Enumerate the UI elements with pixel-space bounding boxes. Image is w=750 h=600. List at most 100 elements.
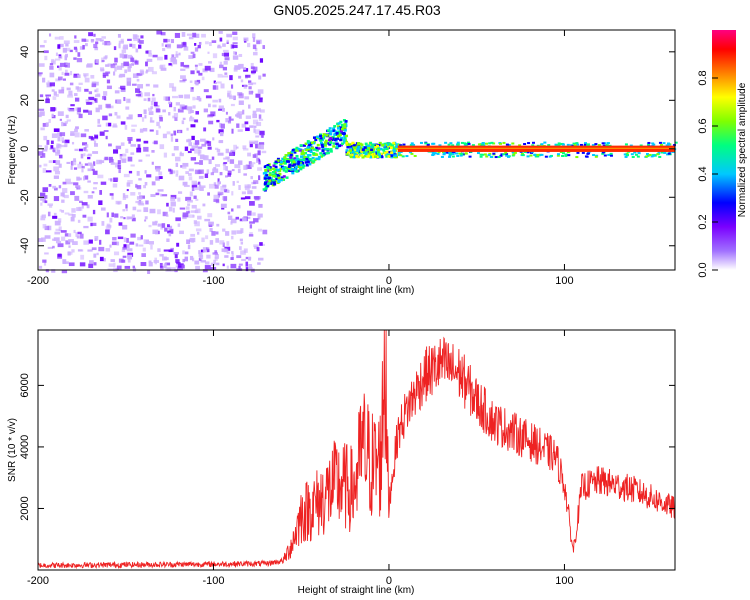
spectrogram-cell bbox=[78, 82, 83, 85]
spectrogram-cell bbox=[243, 67, 247, 71]
spectrogram-cell bbox=[360, 143, 364, 146]
spectrogram-cell bbox=[284, 154, 288, 157]
spectrogram-cell bbox=[131, 214, 135, 218]
chart-title: GN05.2025.247.17.45.R03 bbox=[273, 2, 441, 18]
spectrogram-cell bbox=[202, 269, 208, 273]
spectrogram-cell bbox=[105, 225, 111, 230]
spectrogram-cell bbox=[328, 138, 332, 142]
spectrogram-cell bbox=[329, 150, 333, 153]
spectrogram-cell bbox=[122, 153, 127, 157]
spectrogram-cell bbox=[557, 142, 561, 145]
spectrogram-cell bbox=[540, 153, 544, 156]
spectrogram-cell bbox=[170, 136, 174, 142]
spectrogram-cell bbox=[112, 236, 117, 241]
spectrogram-cell bbox=[449, 142, 453, 145]
spectrogram-cell bbox=[248, 86, 252, 90]
spectrogram-cell bbox=[75, 185, 81, 188]
spectrogram-cell bbox=[75, 48, 78, 53]
spectrogram-cell bbox=[151, 181, 156, 186]
spectrogram-cells bbox=[38, 30, 678, 274]
spectrogram-cell bbox=[118, 87, 122, 90]
spectrogram-cell bbox=[221, 207, 225, 210]
spectrogram-cell bbox=[389, 154, 393, 157]
spectrogram-cell bbox=[48, 183, 52, 187]
spectrogram-cell bbox=[54, 58, 61, 61]
spectrogram-cell bbox=[213, 80, 216, 84]
spectrogram-cell bbox=[40, 155, 43, 159]
spectrogram-cell bbox=[211, 156, 215, 160]
spectrogram-cell bbox=[188, 55, 194, 59]
spectrogram-cell bbox=[187, 244, 191, 250]
spectrogram-cell bbox=[448, 154, 452, 157]
spectrogram-cell bbox=[261, 150, 267, 154]
spectrogram-cell bbox=[128, 216, 133, 220]
spectrogram-cell bbox=[247, 152, 252, 157]
spectrogram-cell bbox=[228, 95, 235, 100]
spectrogram-cell bbox=[62, 47, 67, 53]
spectrogram-cell bbox=[57, 132, 62, 137]
spectrogram-cell bbox=[170, 197, 176, 202]
spectrogram-cell bbox=[287, 165, 291, 168]
spectrogram-cell bbox=[43, 135, 48, 141]
spectrogram-cell bbox=[219, 139, 224, 144]
spectrogram-cell bbox=[405, 155, 409, 158]
spectrogram-cell bbox=[345, 153, 349, 156]
spectrogram-cell bbox=[277, 179, 281, 182]
spectrogram-cell bbox=[162, 133, 167, 139]
spectrogram-cell bbox=[481, 143, 485, 146]
spectrogram-cell bbox=[639, 144, 643, 147]
spectrogram-cell bbox=[137, 114, 143, 118]
spectrogram-cell bbox=[523, 143, 527, 146]
spectrogram-cell bbox=[240, 197, 246, 200]
spectrogram-cell bbox=[55, 160, 61, 165]
spectrogram-cell bbox=[95, 38, 102, 41]
spectrogram-cell bbox=[667, 143, 671, 146]
spectrogram-cell bbox=[194, 260, 200, 265]
spectrogram-cell bbox=[87, 249, 93, 252]
spectrogram-cell bbox=[256, 247, 260, 252]
spectrogram-cell bbox=[240, 79, 244, 83]
spectrogram-cell bbox=[385, 147, 389, 150]
spectrogram-cell bbox=[90, 222, 93, 227]
spectrogram-cell bbox=[85, 43, 88, 47]
spectrogram-cell bbox=[393, 146, 397, 149]
spectrogram-cell bbox=[48, 118, 51, 123]
spectrogram-cell bbox=[105, 248, 111, 252]
spectrogram-cell bbox=[93, 33, 96, 37]
spectrogram-cell bbox=[629, 144, 633, 147]
spectrogram-cell bbox=[232, 44, 238, 49]
spectrogram-cell bbox=[65, 53, 68, 58]
spectrogram-cell bbox=[269, 177, 273, 180]
spectrogram-cell bbox=[126, 244, 130, 249]
spectrogram-cell bbox=[114, 111, 118, 116]
spectrogram-cell bbox=[443, 152, 447, 155]
spectrogram-cell bbox=[150, 194, 156, 198]
spectrogram-cell bbox=[211, 40, 217, 43]
spectrogram-cell bbox=[152, 93, 155, 97]
spectrogram-cell bbox=[177, 108, 184, 113]
spectrogram-cell bbox=[191, 145, 196, 149]
spectrogram-cell bbox=[382, 144, 386, 147]
spectrogram-cell bbox=[253, 125, 257, 128]
spectrogram-cell bbox=[97, 174, 104, 179]
spectrogram-cell bbox=[321, 149, 325, 152]
spectrogram-cell bbox=[236, 230, 243, 234]
spectrogram-cell bbox=[52, 149, 56, 152]
spectrogram-cell bbox=[235, 146, 239, 149]
spectrogram-cell bbox=[147, 269, 151, 274]
spectrogram-cell bbox=[315, 149, 319, 152]
spectrogram-cell bbox=[187, 203, 191, 206]
spectrogram-cell bbox=[176, 170, 179, 175]
spectrogram-cell bbox=[117, 164, 122, 170]
spectrogram-cell bbox=[84, 175, 89, 180]
spectrogram-cell bbox=[53, 237, 60, 242]
spectrogram-cell bbox=[176, 261, 181, 265]
spectrogram-cell bbox=[601, 142, 605, 145]
spectrogram-cell bbox=[184, 94, 191, 99]
spectrogram-cell bbox=[88, 91, 93, 95]
spectrogram-cell bbox=[254, 129, 260, 135]
spectrogram-cell bbox=[233, 51, 237, 55]
spectrogram-cell bbox=[159, 144, 165, 150]
spectrogram-cell bbox=[83, 74, 87, 78]
spectrogram-cell bbox=[177, 191, 183, 194]
